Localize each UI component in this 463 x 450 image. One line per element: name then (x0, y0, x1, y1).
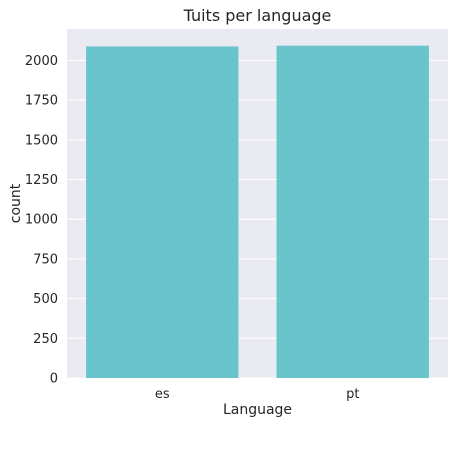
bar-pt (276, 45, 429, 379)
y-tick-label: 250 (33, 332, 58, 347)
y-tick-label: 1250 (25, 173, 58, 188)
y-tick-label: 2000 (25, 54, 58, 69)
y-axis-label: count (8, 183, 24, 223)
y-tick-label: 1500 (25, 133, 58, 148)
bars (86, 45, 429, 379)
chart-title: Tuits per language (183, 6, 332, 25)
bar-es (86, 46, 239, 378)
x-axis-label: Language (223, 402, 292, 418)
x-tick-label: pt (346, 387, 359, 402)
y-tick-label: 1750 (25, 94, 58, 109)
y-tick-label: 500 (33, 292, 58, 307)
y-tick-labels: 0 250 500 750 1000 1250 1500 1750 2000 (25, 54, 58, 387)
x-tick-labels: es pt (155, 387, 360, 402)
x-tick-label: es (155, 387, 170, 402)
y-tick-label: 1000 (25, 213, 58, 228)
y-tick-label: 750 (33, 252, 58, 267)
y-tick-label: 0 (50, 372, 58, 387)
